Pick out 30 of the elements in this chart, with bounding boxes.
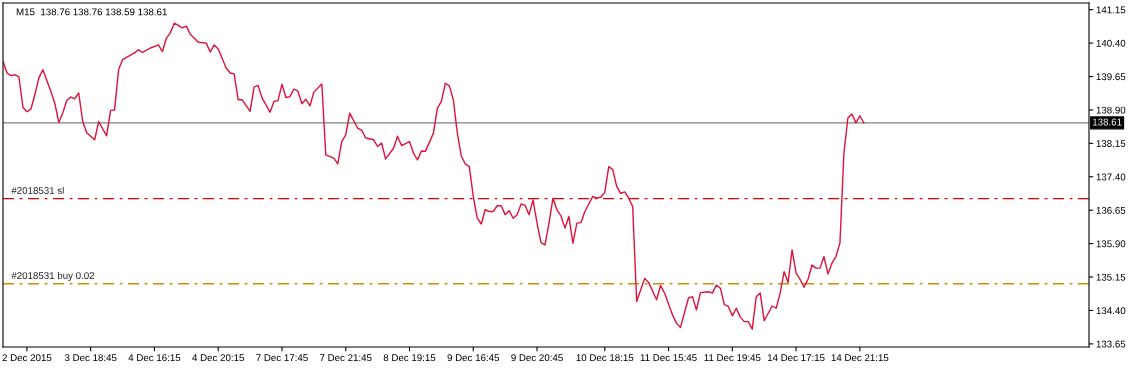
- x-tick-label: 3 Dec 18:45: [64, 354, 117, 362]
- line-series: [3, 22, 865, 330]
- x-tick-label: 10 Dec 18:15: [576, 354, 634, 362]
- ref-line-label: #2018531 buy 0.02: [11, 271, 95, 281]
- y-tick-label: 138.90: [1096, 106, 1126, 114]
- y-tick-label: 138.15: [1096, 140, 1126, 147]
- y-tick-label: 135.15: [1096, 273, 1126, 281]
- y-tick-label: 134.40: [1096, 307, 1126, 315]
- y-tick-label: 140.40: [1096, 39, 1126, 47]
- y-tick-label: 136.65: [1096, 206, 1126, 214]
- x-tick-label: 7 Dec 21:45: [320, 354, 372, 362]
- x-tick-label: 4 Dec 20:15: [192, 354, 245, 362]
- x-tick-label: 7 Dec 17:45: [256, 354, 308, 362]
- x-tick-label: 14 Dec 21:15: [831, 354, 889, 362]
- y-tick-label: 133.65: [1096, 340, 1126, 348]
- y-tick-label: 135.90: [1096, 240, 1126, 248]
- x-tick-label: 4 Dec 16:15: [128, 354, 181, 362]
- x-tick-label: 9 Dec 20:45: [511, 354, 563, 362]
- x-tick-label: 14 Dec 17:15: [767, 354, 825, 362]
- x-tick-label: 11 Dec 19:45: [704, 354, 761, 362]
- x-tick-label: 8 Dec 19:15: [383, 354, 436, 362]
- y-tick-label: 137.40: [1096, 173, 1126, 181]
- y-tick-label: 139.65: [1096, 73, 1126, 81]
- y-tick-label: 141.15: [1096, 6, 1126, 14]
- x-tick-label: 9 Dec 16:45: [447, 354, 500, 362]
- x-tick-label: 2 Dec 2015: [2, 354, 52, 362]
- x-tick-label: 11 Dec 15:45: [640, 354, 697, 362]
- ref-line-label: 138.61: [1093, 118, 1122, 126]
- ref-line-label: #2018531 sl: [11, 186, 64, 194]
- chart-title: M15 138.76 138.76 138.59 138.61: [16, 8, 167, 16]
